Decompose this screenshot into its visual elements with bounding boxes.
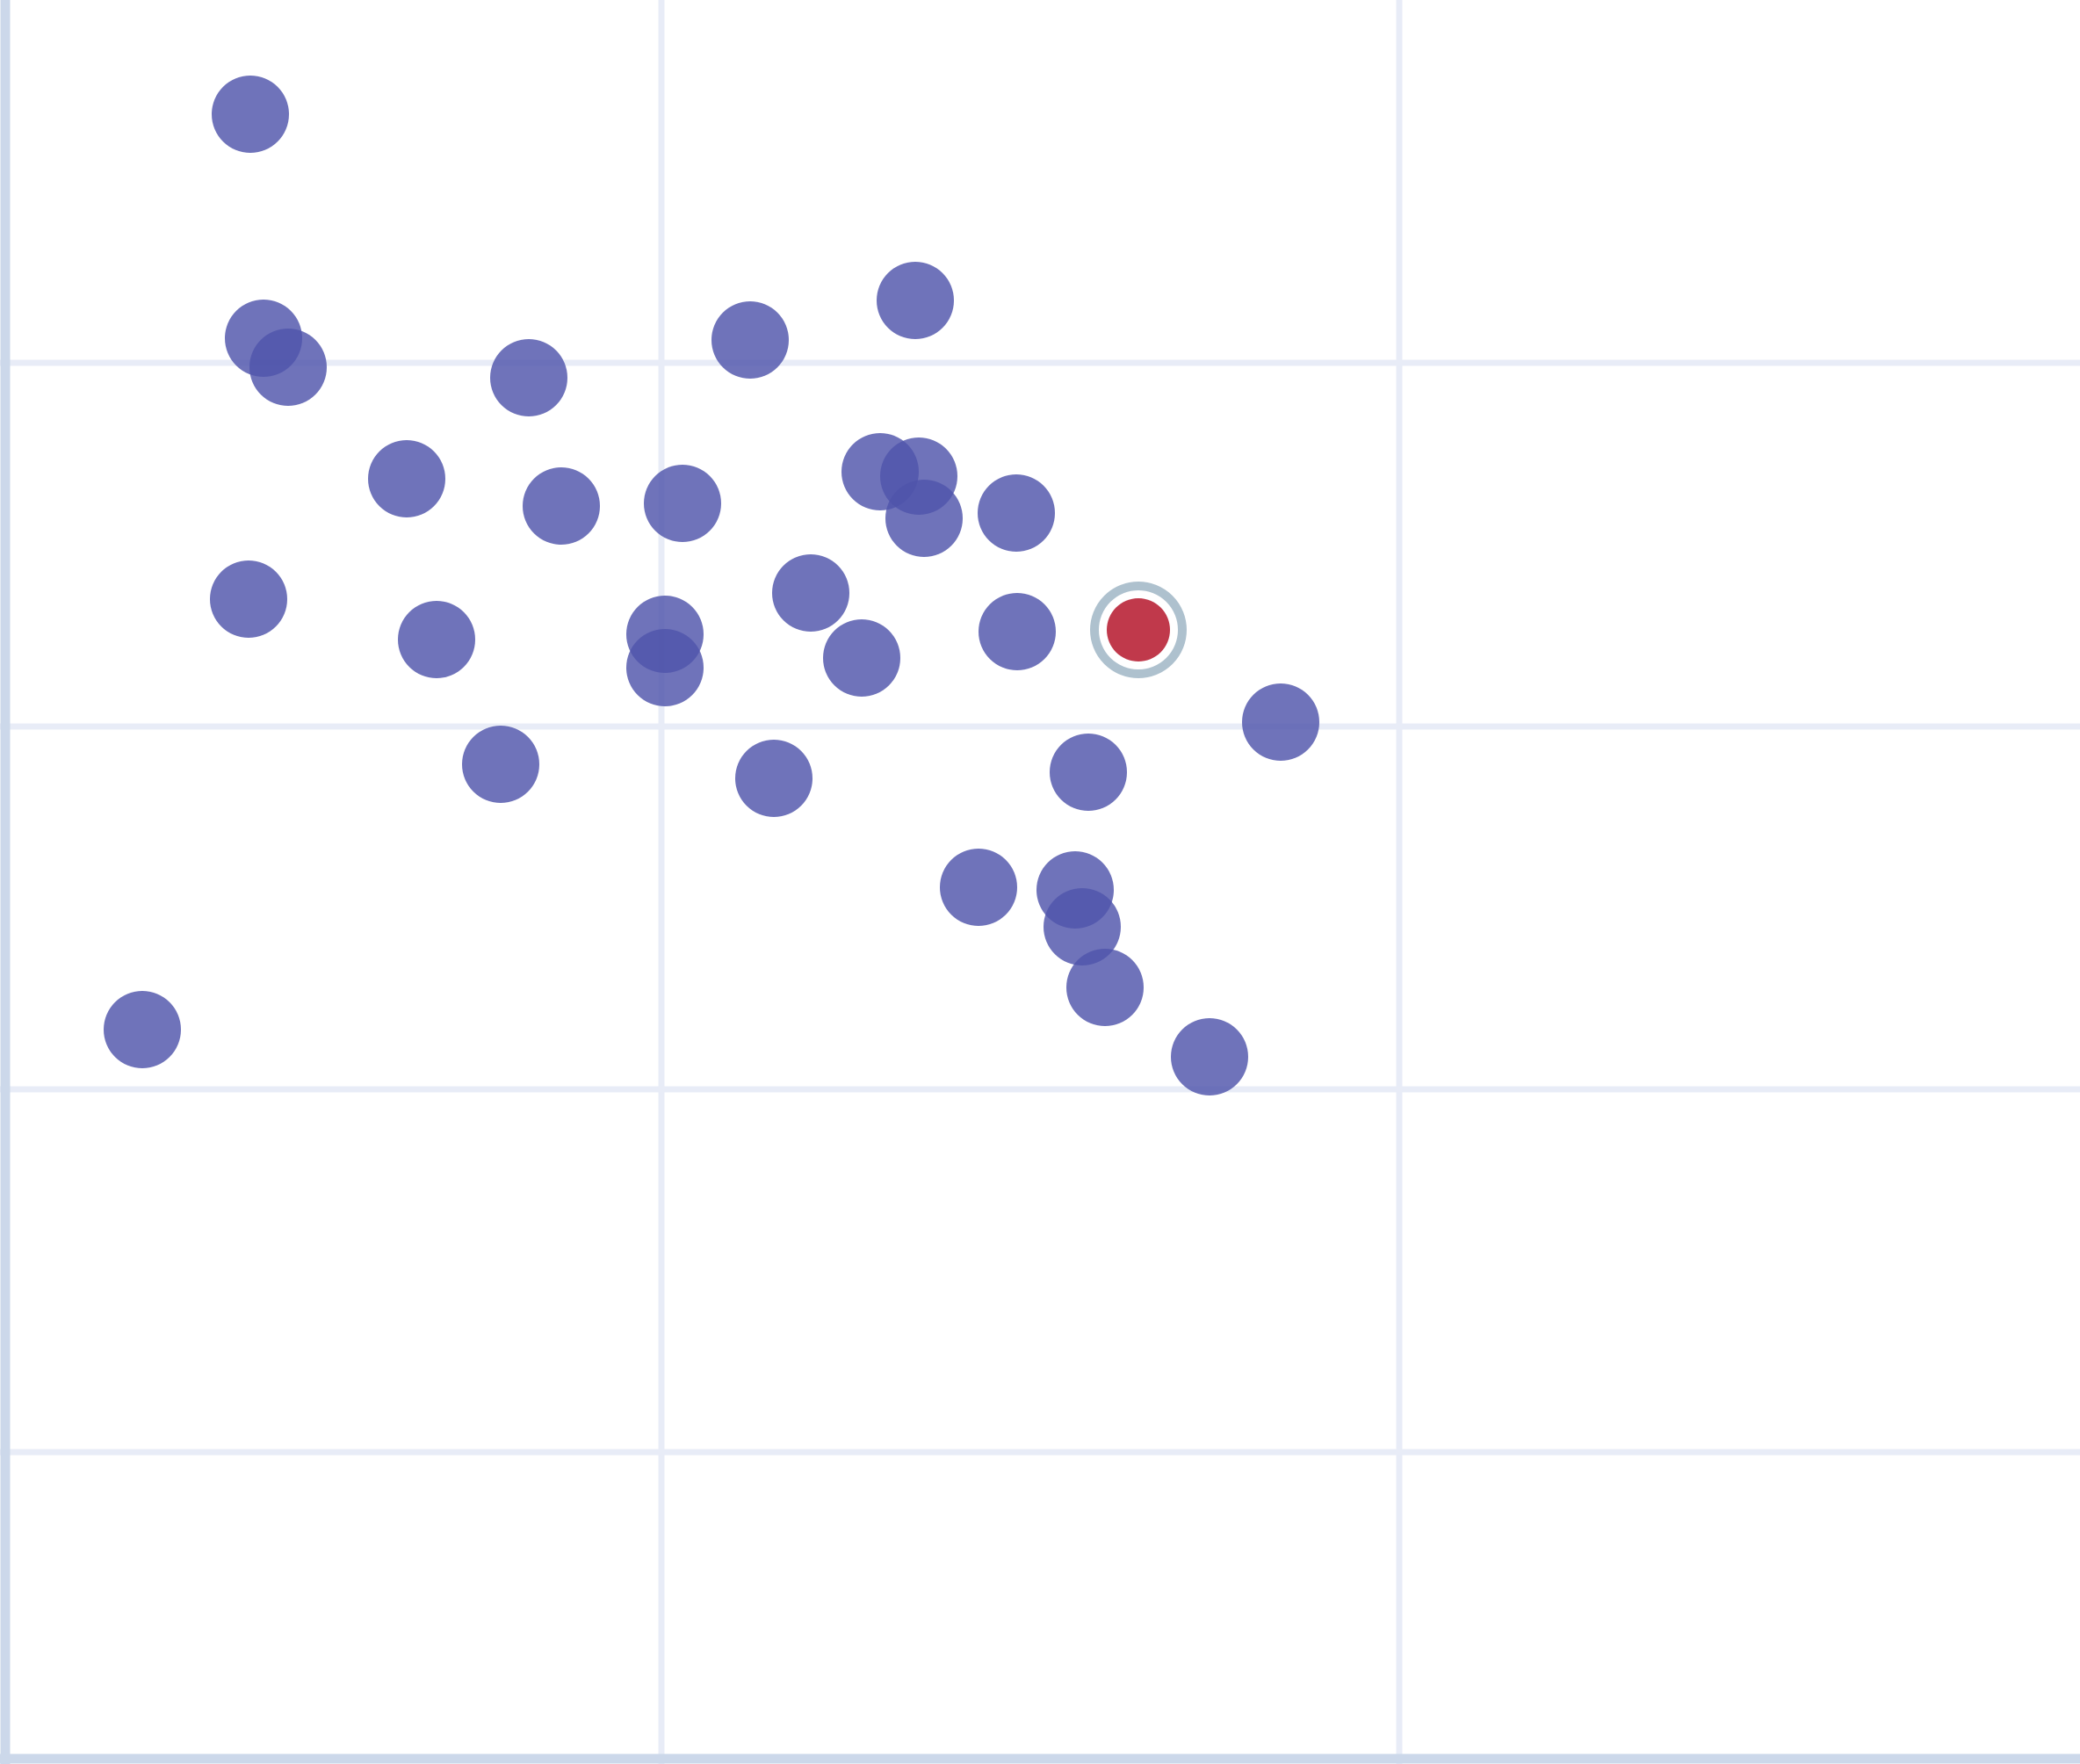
scatter-point[interactable] [877, 262, 954, 339]
scatter-point[interactable] [104, 991, 181, 1068]
y-gridlines [0, 359, 2080, 1456]
scatter-point[interactable] [885, 480, 963, 557]
scatter-point[interactable] [490, 339, 567, 416]
scatter-point[interactable] [1044, 888, 1121, 965]
scatter-point[interactable] [772, 554, 849, 632]
scatter-point[interactable] [1171, 1018, 1248, 1095]
scatter-point[interactable] [823, 619, 900, 697]
scatter-markers[interactable] [104, 76, 1319, 1095]
scatter-point[interactable] [1050, 734, 1127, 811]
scatter-point[interactable] [523, 467, 600, 545]
scatter-point[interactable] [979, 593, 1056, 670]
scatter-point[interactable] [1066, 949, 1144, 1026]
highlighted-marker[interactable] [1090, 582, 1187, 678]
scatter-point[interactable] [644, 465, 721, 542]
scatter-point[interactable] [462, 726, 539, 803]
scatter-point[interactable] [212, 76, 289, 153]
scatter-point[interactable] [368, 440, 445, 517]
selection-ring-icon [1090, 582, 1187, 678]
scatter-point[interactable] [940, 849, 1017, 926]
highlighted-scatter-point[interactable] [1107, 598, 1170, 662]
scatter-point[interactable] [1242, 683, 1319, 761]
scatter-point[interactable] [626, 629, 704, 706]
scatter-point[interactable] [249, 329, 327, 406]
scatter-point[interactable] [210, 560, 287, 638]
scatter-point[interactable] [398, 601, 475, 678]
scatter-point[interactable] [978, 474, 1055, 552]
scatter-point[interactable] [711, 301, 789, 379]
x-gridlines [658, 0, 1403, 1764]
scatter-point[interactable] [735, 740, 812, 817]
